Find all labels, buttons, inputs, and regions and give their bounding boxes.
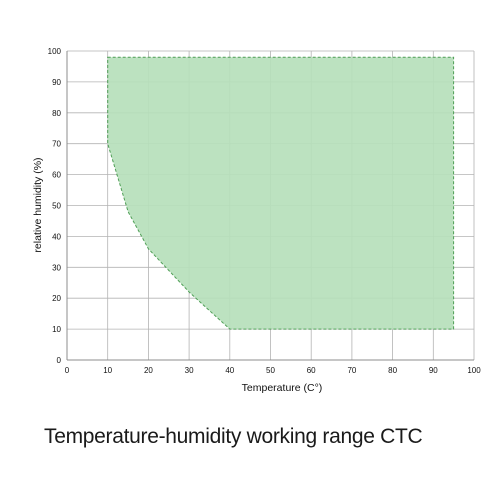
y-tick-label: 10 <box>52 325 61 334</box>
y-tick-label: 0 <box>57 356 62 365</box>
y-axis-title: relative humidity (%) <box>32 157 44 252</box>
x-tick-label: 30 <box>185 366 194 375</box>
x-tick-label: 40 <box>225 366 234 375</box>
y-tick-label: 30 <box>52 263 61 272</box>
axes <box>66 51 474 361</box>
y-tick-label: 70 <box>52 140 61 149</box>
x-axis-title: Temperature (C°) <box>242 382 323 394</box>
y-tick-label: 20 <box>52 294 61 303</box>
y-axis-ticks: 0 10 20 30 40 50 60 70 80 90 100 <box>48 47 62 365</box>
y-tick-label: 100 <box>48 47 62 56</box>
y-tick-label: 80 <box>52 109 61 118</box>
x-tick-label: 90 <box>429 366 438 375</box>
y-tick-label: 60 <box>52 171 61 180</box>
x-tick-label: 100 <box>467 366 481 375</box>
x-tick-label: 20 <box>144 366 153 375</box>
working-range-area <box>107 56 455 330</box>
x-tick-label: 50 <box>266 366 275 375</box>
chart-caption: Temperature-humidity working range CTC <box>44 425 423 448</box>
x-tick-label: 80 <box>388 366 397 375</box>
y-tick-label: 90 <box>52 78 61 87</box>
y-tick-label: 40 <box>52 232 61 241</box>
x-tick-label: 70 <box>347 366 356 375</box>
working-range-chart: 0 10 20 30 40 50 60 70 80 90 100 0 10 20 30 40 50 60 70 80… <box>32 47 481 394</box>
x-tick-label: 60 <box>307 366 316 375</box>
y-tick-label: 50 <box>52 202 61 211</box>
x-tick-label: 10 <box>103 366 112 375</box>
x-axis-ticks: 0 10 20 30 40 50 60 70 80 90 100 <box>65 366 481 375</box>
x-tick-label: 0 <box>65 366 70 375</box>
